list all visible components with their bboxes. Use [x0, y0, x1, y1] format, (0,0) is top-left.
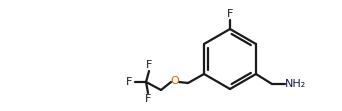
Text: F: F	[227, 9, 233, 19]
Text: F: F	[146, 60, 152, 70]
Text: F: F	[126, 77, 132, 87]
Text: F: F	[145, 94, 151, 104]
Text: NH₂: NH₂	[285, 79, 307, 89]
Text: O: O	[171, 76, 180, 86]
